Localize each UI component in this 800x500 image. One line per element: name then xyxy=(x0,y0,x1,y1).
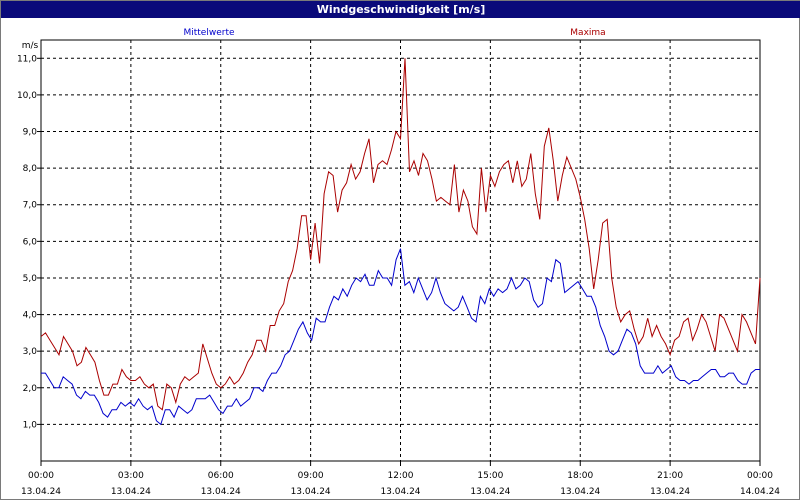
x-tick-date: 14.04.24 xyxy=(740,487,780,497)
y-axis-unit: m/s xyxy=(22,41,39,51)
chart-title: Windgeschwindigkeit [m/s] xyxy=(316,3,486,16)
axes: 1,0 2,0 3,0 4,0 5,0 6,0 7,0 8,0 9,0 10,0 11,0 00:00… xyxy=(17,39,780,497)
legend-mittelwerte: Mittelwerte xyxy=(183,28,234,38)
x-tick-date: 13.04.24 xyxy=(560,487,600,497)
x-tick-date: 13.04.24 xyxy=(650,487,690,497)
y-tick-label: 3,0 xyxy=(23,347,38,357)
series-line-maxima xyxy=(40,58,761,411)
x-tick-date: 13.04.24 xyxy=(380,487,420,497)
y-tick-label: 5,0 xyxy=(23,274,38,284)
x-tick-date: 13.04.24 xyxy=(21,487,61,497)
y-tick-label: 6,0 xyxy=(23,237,38,247)
x-tick-time: 00:00 xyxy=(747,471,773,481)
legend-maxima: Maxima xyxy=(570,28,605,38)
x-tick-time: 15:00 xyxy=(477,471,503,481)
x-tick-time: 18:00 xyxy=(567,471,593,481)
x-tick-date: 13.04.24 xyxy=(111,487,151,497)
x-tick-time: 12:00 xyxy=(388,471,414,481)
y-tick-label: 2,0 xyxy=(23,384,38,394)
y-tick-label: 10,0 xyxy=(17,91,37,101)
x-tick-time: 21:00 xyxy=(657,471,683,481)
plot-area-border xyxy=(40,39,761,462)
series-line-mittelwerte xyxy=(41,248,760,426)
x-tick-time: 00:00 xyxy=(28,471,54,481)
y-tick-label: 9,0 xyxy=(23,128,38,138)
y-tick-label: 11,0 xyxy=(17,54,37,64)
y-tick-label: 8,0 xyxy=(23,164,38,174)
y-tick-label: 4,0 xyxy=(23,311,38,321)
x-tick-time: 06:00 xyxy=(208,471,234,481)
title-bar: Windgeschwindigkeit [m/s] xyxy=(1,1,800,18)
x-tick-time: 09:00 xyxy=(298,471,324,481)
y-tick-label: 7,0 xyxy=(23,201,38,211)
x-tick-date: 13.04.24 xyxy=(291,487,331,497)
x-tick-date: 13.04.24 xyxy=(470,487,510,497)
wind-speed-chart: m/s Mittelwerte Maxima 1,0 2,0 3,0 4,0 5,0 6,… xyxy=(17,28,780,497)
x-tick-time: 03:00 xyxy=(118,471,144,481)
series xyxy=(40,58,761,426)
y-tick-label: 1,0 xyxy=(23,420,38,430)
x-tick-date: 13.04.24 xyxy=(201,487,241,497)
